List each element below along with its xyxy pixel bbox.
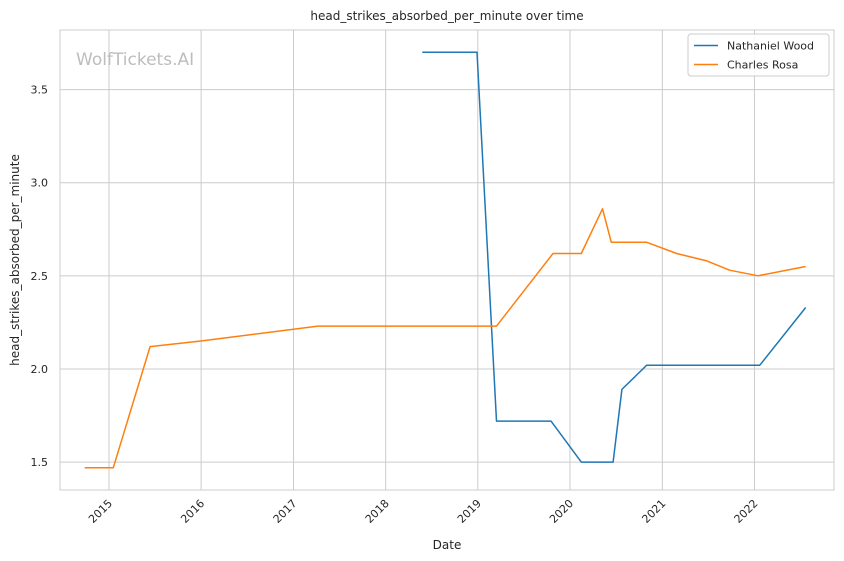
y-tick-label: 3.5 [31,84,49,97]
x-tick-label: 2016 [178,497,207,526]
y-axis-ticks: 1.5 2.0 2.5 3.0 3.5 [31,84,49,469]
x-tick-label: 2018 [363,497,392,526]
x-tick-label: 2021 [639,497,668,526]
series-line-nathaniel-wood [422,51,807,463]
series-line-charles-rosa [84,208,806,469]
x-axis-label: Date [433,538,462,552]
watermark: WolfTickets.AI [76,50,194,70]
grid [60,30,834,490]
legend: Nathaniel Wood Charles Rosa [687,33,830,77]
series-lines [84,51,807,469]
y-tick-label: 2.0 [31,363,49,376]
y-axis-label: head_strikes_absorbed_per_minute [8,154,22,366]
x-tick-label: 2019 [455,497,484,526]
legend-label-charles-rosa: Charles Rosa [727,59,798,72]
x-tick-label: 2015 [86,497,115,526]
plot-area-frame [59,29,835,491]
x-tick-label: 2017 [271,497,300,526]
x-tick-label: 2022 [732,497,761,526]
x-axis-ticks: 2015 2016 2017 2018 2019 2020 2021 2022 [86,497,760,526]
y-tick-label: 2.5 [31,270,49,283]
chart-title: head_strikes_absorbed_per_minute over ti… [310,9,583,23]
legend-box [687,33,830,77]
x-tick-label: 2020 [547,497,576,526]
legend-label-nathaniel-wood: Nathaniel Wood [727,40,814,53]
y-tick-label: 3.0 [31,177,49,190]
y-tick-label: 1.5 [31,456,49,469]
